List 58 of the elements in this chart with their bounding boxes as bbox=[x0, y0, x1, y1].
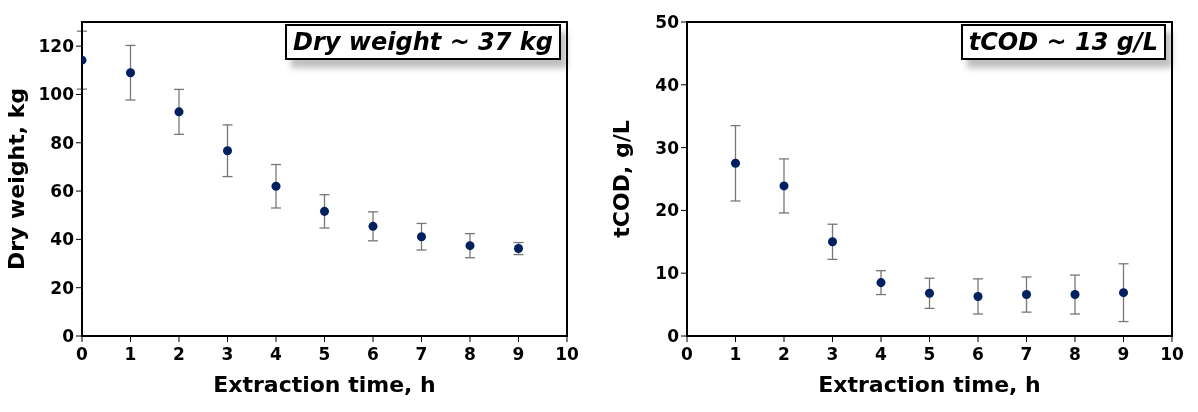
point bbox=[222, 146, 233, 156]
x-tick-label: 0 bbox=[681, 344, 694, 365]
x-tick-label: 6 bbox=[972, 344, 984, 365]
point bbox=[779, 181, 789, 191]
x-tick-label: 2 bbox=[778, 344, 790, 365]
x-tick-label: 4 bbox=[875, 344, 888, 365]
x-axis-title: Extraction time, h bbox=[818, 372, 1041, 397]
y-tick-label: 120 bbox=[38, 36, 75, 57]
x-tick-label: 2 bbox=[173, 344, 185, 365]
y-tick-label: 20 bbox=[655, 200, 680, 221]
point bbox=[174, 107, 184, 117]
y-tick-label: 50 bbox=[655, 12, 680, 33]
point bbox=[1070, 290, 1080, 300]
y-tick-label: 100 bbox=[38, 84, 75, 105]
y-tick-label: 30 bbox=[655, 137, 680, 158]
y-tick-label: 80 bbox=[50, 132, 75, 153]
point bbox=[1118, 288, 1129, 298]
x-tick-label: 1 bbox=[124, 344, 137, 365]
y-tick-label: 10 bbox=[655, 263, 680, 284]
x-tick-label: 0 bbox=[76, 344, 89, 365]
point bbox=[368, 221, 378, 231]
point bbox=[416, 232, 427, 242]
annotation: tCOD ~ 13 g/L bbox=[960, 24, 1166, 60]
y-tick-label: 0 bbox=[62, 326, 75, 347]
x-tick-label: 1 bbox=[729, 344, 742, 365]
x-tick-label: 7 bbox=[415, 344, 428, 365]
x-axis-title: Extraction time, h bbox=[213, 372, 436, 397]
x-tick-label: 7 bbox=[1020, 344, 1033, 365]
x-tick-label: 9 bbox=[1117, 344, 1130, 365]
point bbox=[730, 158, 741, 168]
x-tick-label: 3 bbox=[221, 344, 234, 365]
point bbox=[319, 206, 330, 216]
point bbox=[876, 278, 886, 288]
y-tick-label: 0 bbox=[667, 326, 680, 347]
point bbox=[924, 288, 935, 298]
x-tick-label: 3 bbox=[826, 344, 839, 365]
x-tick-label: 6 bbox=[367, 344, 379, 365]
y-tick-label: 60 bbox=[50, 181, 75, 202]
x-tick-label: 5 bbox=[923, 344, 936, 365]
y-tick-label: 40 bbox=[655, 74, 680, 95]
point bbox=[465, 241, 475, 251]
point bbox=[125, 68, 136, 78]
y-tick-label: 20 bbox=[50, 277, 75, 298]
point bbox=[271, 181, 281, 191]
x-tick-label: 10 bbox=[555, 344, 579, 365]
x-tick-label: 8 bbox=[464, 344, 476, 365]
x-tick-label: 9 bbox=[512, 344, 525, 365]
y-axis-title: tCOD, g/L bbox=[608, 120, 634, 238]
x-tick-label: 10 bbox=[1160, 344, 1184, 365]
y-axis-title: Dry weight, kg bbox=[3, 87, 29, 271]
annotation: Dry weight ~ 37 kg bbox=[285, 24, 561, 60]
y-tick-label: 40 bbox=[50, 229, 75, 250]
point bbox=[973, 291, 983, 301]
x-tick-label: 5 bbox=[318, 344, 331, 365]
x-tick-label: 8 bbox=[1069, 344, 1081, 365]
x-tick-label: 4 bbox=[270, 344, 283, 365]
point bbox=[827, 237, 838, 247]
point bbox=[1021, 290, 1032, 300]
